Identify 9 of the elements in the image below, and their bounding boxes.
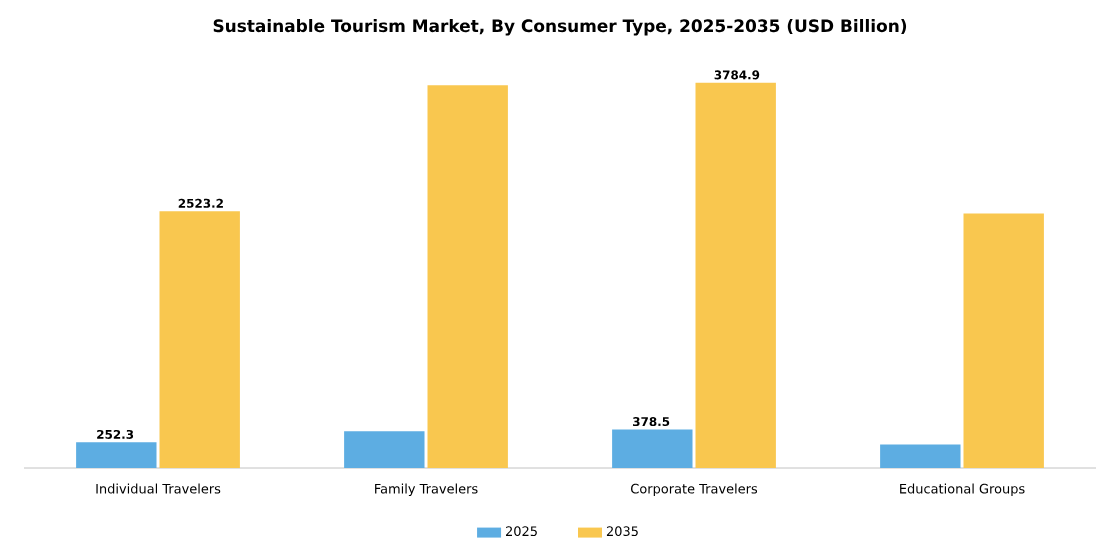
bar	[695, 82, 776, 468]
bar	[159, 211, 240, 468]
bar	[963, 213, 1044, 468]
bar	[344, 431, 425, 468]
bar	[612, 429, 693, 468]
bar	[427, 85, 508, 468]
chart-title: Sustainable Tourism Market, By Consumer Type, 2025-2035 (USD Billion)	[213, 19, 907, 36]
bar	[880, 444, 961, 468]
bar	[76, 442, 157, 468]
